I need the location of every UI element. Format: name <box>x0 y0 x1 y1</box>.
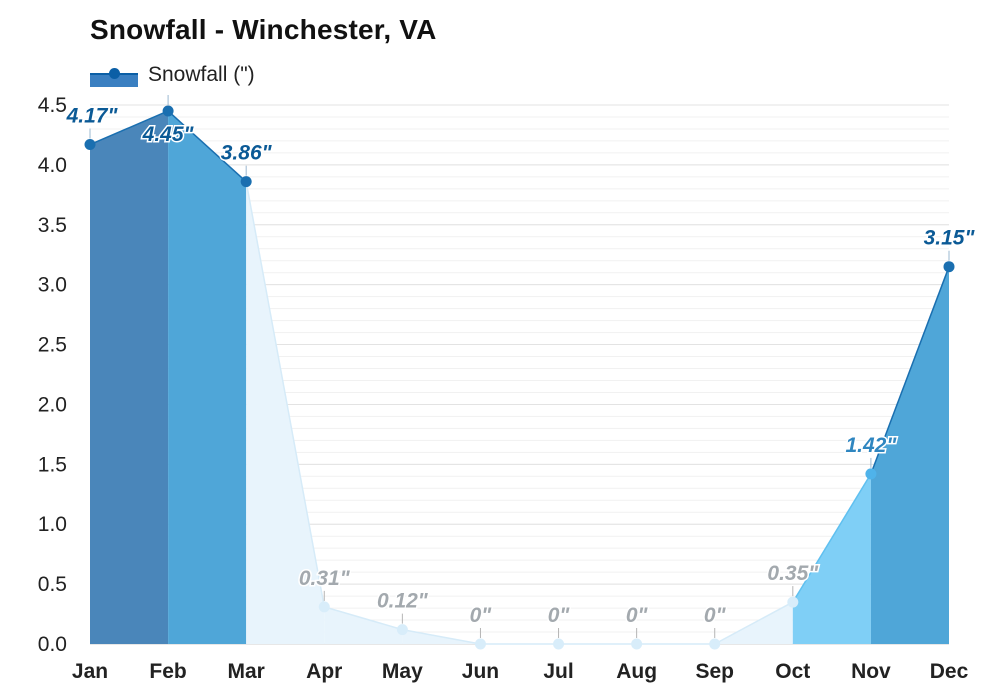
data-point-sep <box>709 638 721 650</box>
y-tick-label: 2.5 <box>38 334 67 357</box>
x-tick-label-aug: Aug <box>616 660 657 683</box>
y-tick-label: 1.0 <box>38 513 67 536</box>
y-tick-label: 3.0 <box>38 274 67 297</box>
data-label-jan: 4.17" <box>66 105 119 128</box>
data-label-apr: 0.31" <box>299 567 351 590</box>
label-stems <box>89 94 950 638</box>
x-tick-label-nov: Nov <box>851 660 891 683</box>
data-point-oct <box>787 596 799 608</box>
chart-title: Snowfall - Winchester, VA <box>90 14 437 45</box>
area-segment-oct <box>792 473 871 644</box>
y-tick-label: 0.0 <box>38 633 67 656</box>
data-label-oct: 0.35" <box>767 562 819 585</box>
data-point-may <box>396 624 408 636</box>
data-label-sep: 0" <box>704 604 727 627</box>
data-label-may: 0.12" <box>377 590 429 613</box>
series-line-segment <box>245 181 326 608</box>
data-point-apr <box>318 601 330 613</box>
y-tick-label: 2.0 <box>38 393 67 416</box>
y-tick-label: 3.5 <box>38 214 67 237</box>
y-tick-label: 4.5 <box>38 94 67 117</box>
x-axis-ticks: Jan Feb Mar Apr May Jun Jul Aug Sep Oct Nov Dec <box>72 660 969 683</box>
data-point-mar <box>240 176 252 188</box>
x-tick-label-jun: Jun <box>462 660 499 683</box>
x-tick-label-jan: Jan <box>72 660 108 683</box>
data-label-feb: 4.45" <box>142 123 195 146</box>
series-line-segment <box>324 606 403 631</box>
data-point-feb <box>162 105 174 117</box>
data-label-nov: 1.42" <box>845 434 897 457</box>
y-tick-label: 4.0 <box>38 154 67 177</box>
x-tick-label-jul: Jul <box>543 660 573 683</box>
x-tick-label-oct: Oct <box>775 660 810 683</box>
data-label-dec: 3.15" <box>924 227 976 250</box>
area-segment-jan <box>90 110 169 644</box>
series-line-segment <box>714 601 794 645</box>
area-segment-mar <box>246 181 325 644</box>
series-line-segment <box>870 266 950 475</box>
area-segment-nov <box>870 266 949 644</box>
y-tick-label: 0.5 <box>38 573 67 596</box>
data-label-jun: 0" <box>470 604 493 627</box>
data-label-mar: 3.86" <box>221 142 273 165</box>
data-labels: 4.17" 4.45" 3.86" 0.31" 0.12" 0" 0" 0" 0" 0.35" 1.… <box>64 103 977 628</box>
data-label-jul: 0" <box>548 604 571 627</box>
data-point-aug <box>631 638 643 650</box>
series-line-segment <box>402 628 481 645</box>
series-line-layer <box>89 110 950 645</box>
y-axis-ticks: 0.0 0.5 1.0 1.5 2.0 2.5 3.0 3.5 4.0 4.5 <box>38 94 67 656</box>
data-point-dec <box>943 261 955 273</box>
area-segment-apr <box>324 606 403 644</box>
x-tick-label-mar: Mar <box>228 660 265 683</box>
data-points <box>84 105 955 650</box>
data-point-jul <box>553 638 565 650</box>
area-segment-feb <box>168 110 247 644</box>
legend[interactable]: Snowfall (") <box>90 60 255 90</box>
series-line-segment <box>792 473 872 603</box>
x-tick-label-apr: Apr <box>306 660 342 683</box>
x-tick-label-dec: Dec <box>930 660 969 683</box>
series-line-segment <box>167 110 247 183</box>
data-point-nov <box>865 468 877 480</box>
data-label-aug: 0" <box>626 604 649 627</box>
data-point-jun <box>474 638 486 650</box>
legend-label: Snowfall (") <box>148 63 255 86</box>
x-tick-label-sep: Sep <box>695 660 734 683</box>
x-tick-label-may: May <box>382 660 423 683</box>
series-line-segment <box>89 110 169 146</box>
legend-swatch-icon <box>90 63 138 87</box>
area-fills <box>90 110 949 644</box>
x-tick-label-feb: Feb <box>149 660 186 683</box>
y-tick-label: 1.5 <box>38 453 67 476</box>
data-point-jan <box>84 139 96 151</box>
